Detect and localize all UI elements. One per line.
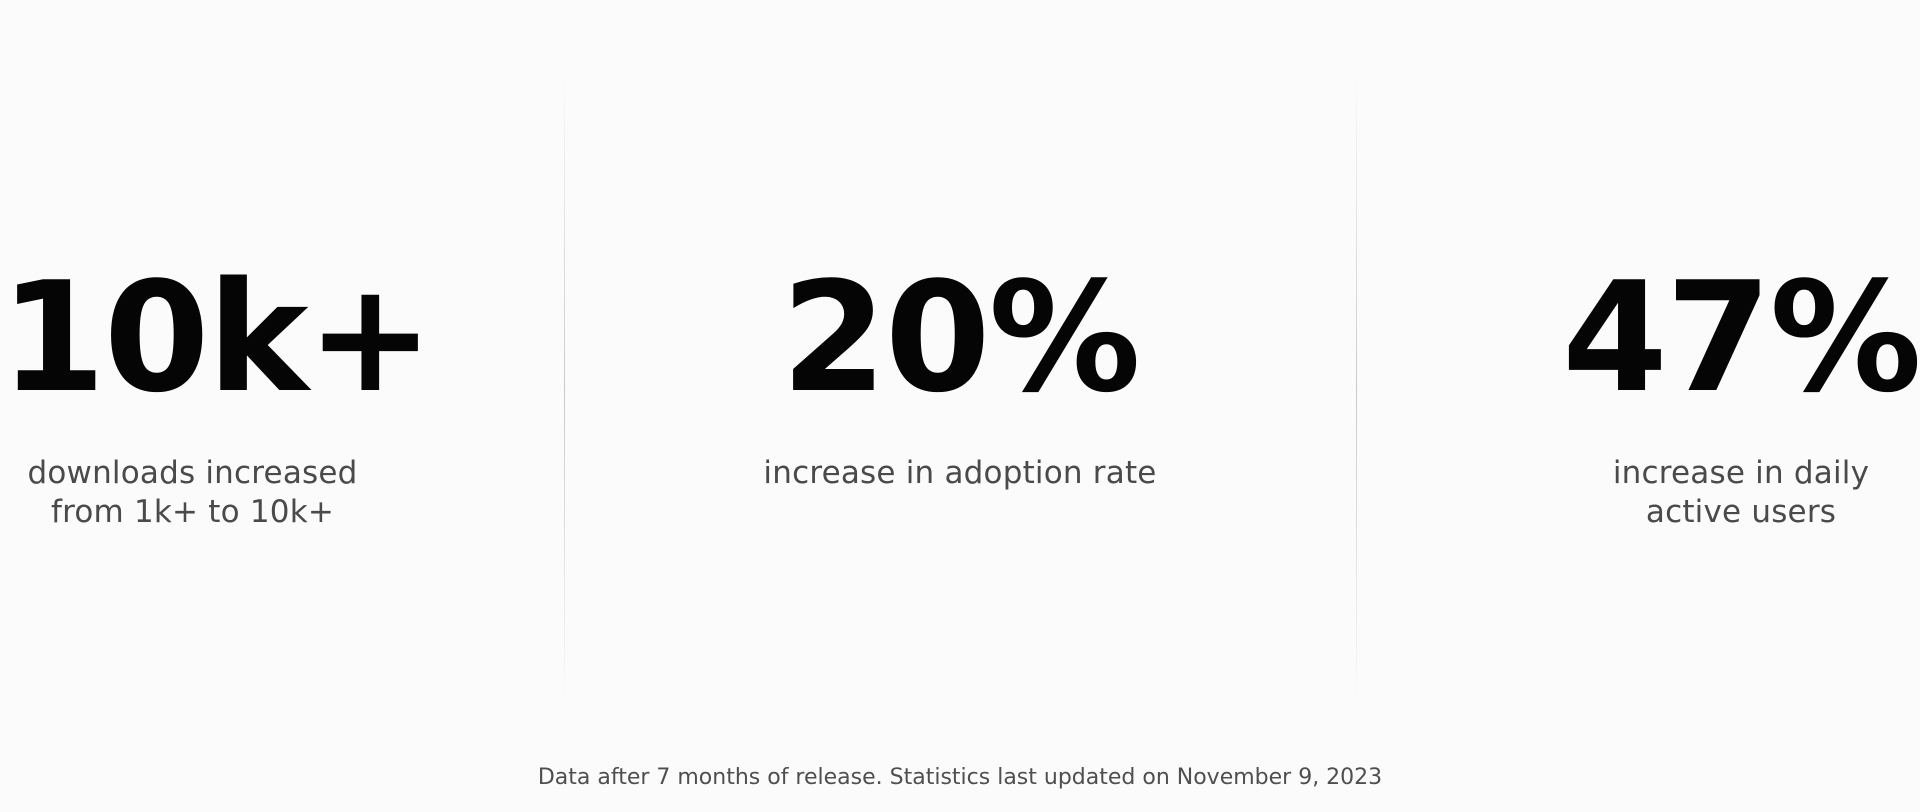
stat-value: 20% — [781, 249, 1141, 426]
stat-value: 47% — [1562, 249, 1920, 426]
stat-description: increase in adoption rate — [763, 455, 1157, 491]
stat-description: increase in daily active users — [1612, 455, 1870, 530]
stat-value: 10k+ — [0, 249, 434, 426]
stat-daily-active-users: 47% increase in daily active users — [1540, 262, 1920, 532]
statistics-footnote: Data after 7 months of release. Statisti… — [537, 765, 1383, 790]
column-divider — [564, 70, 565, 710]
stat-downloads: 10k+ downloads increased from 1k+ to 10k… — [0, 249, 434, 532]
stat-adoption-rate: 20% increase in adoption rate — [700, 262, 1220, 493]
stat-description: downloads increased from 1k+ to 10k+ — [27, 455, 358, 530]
column-divider — [1356, 70, 1357, 710]
